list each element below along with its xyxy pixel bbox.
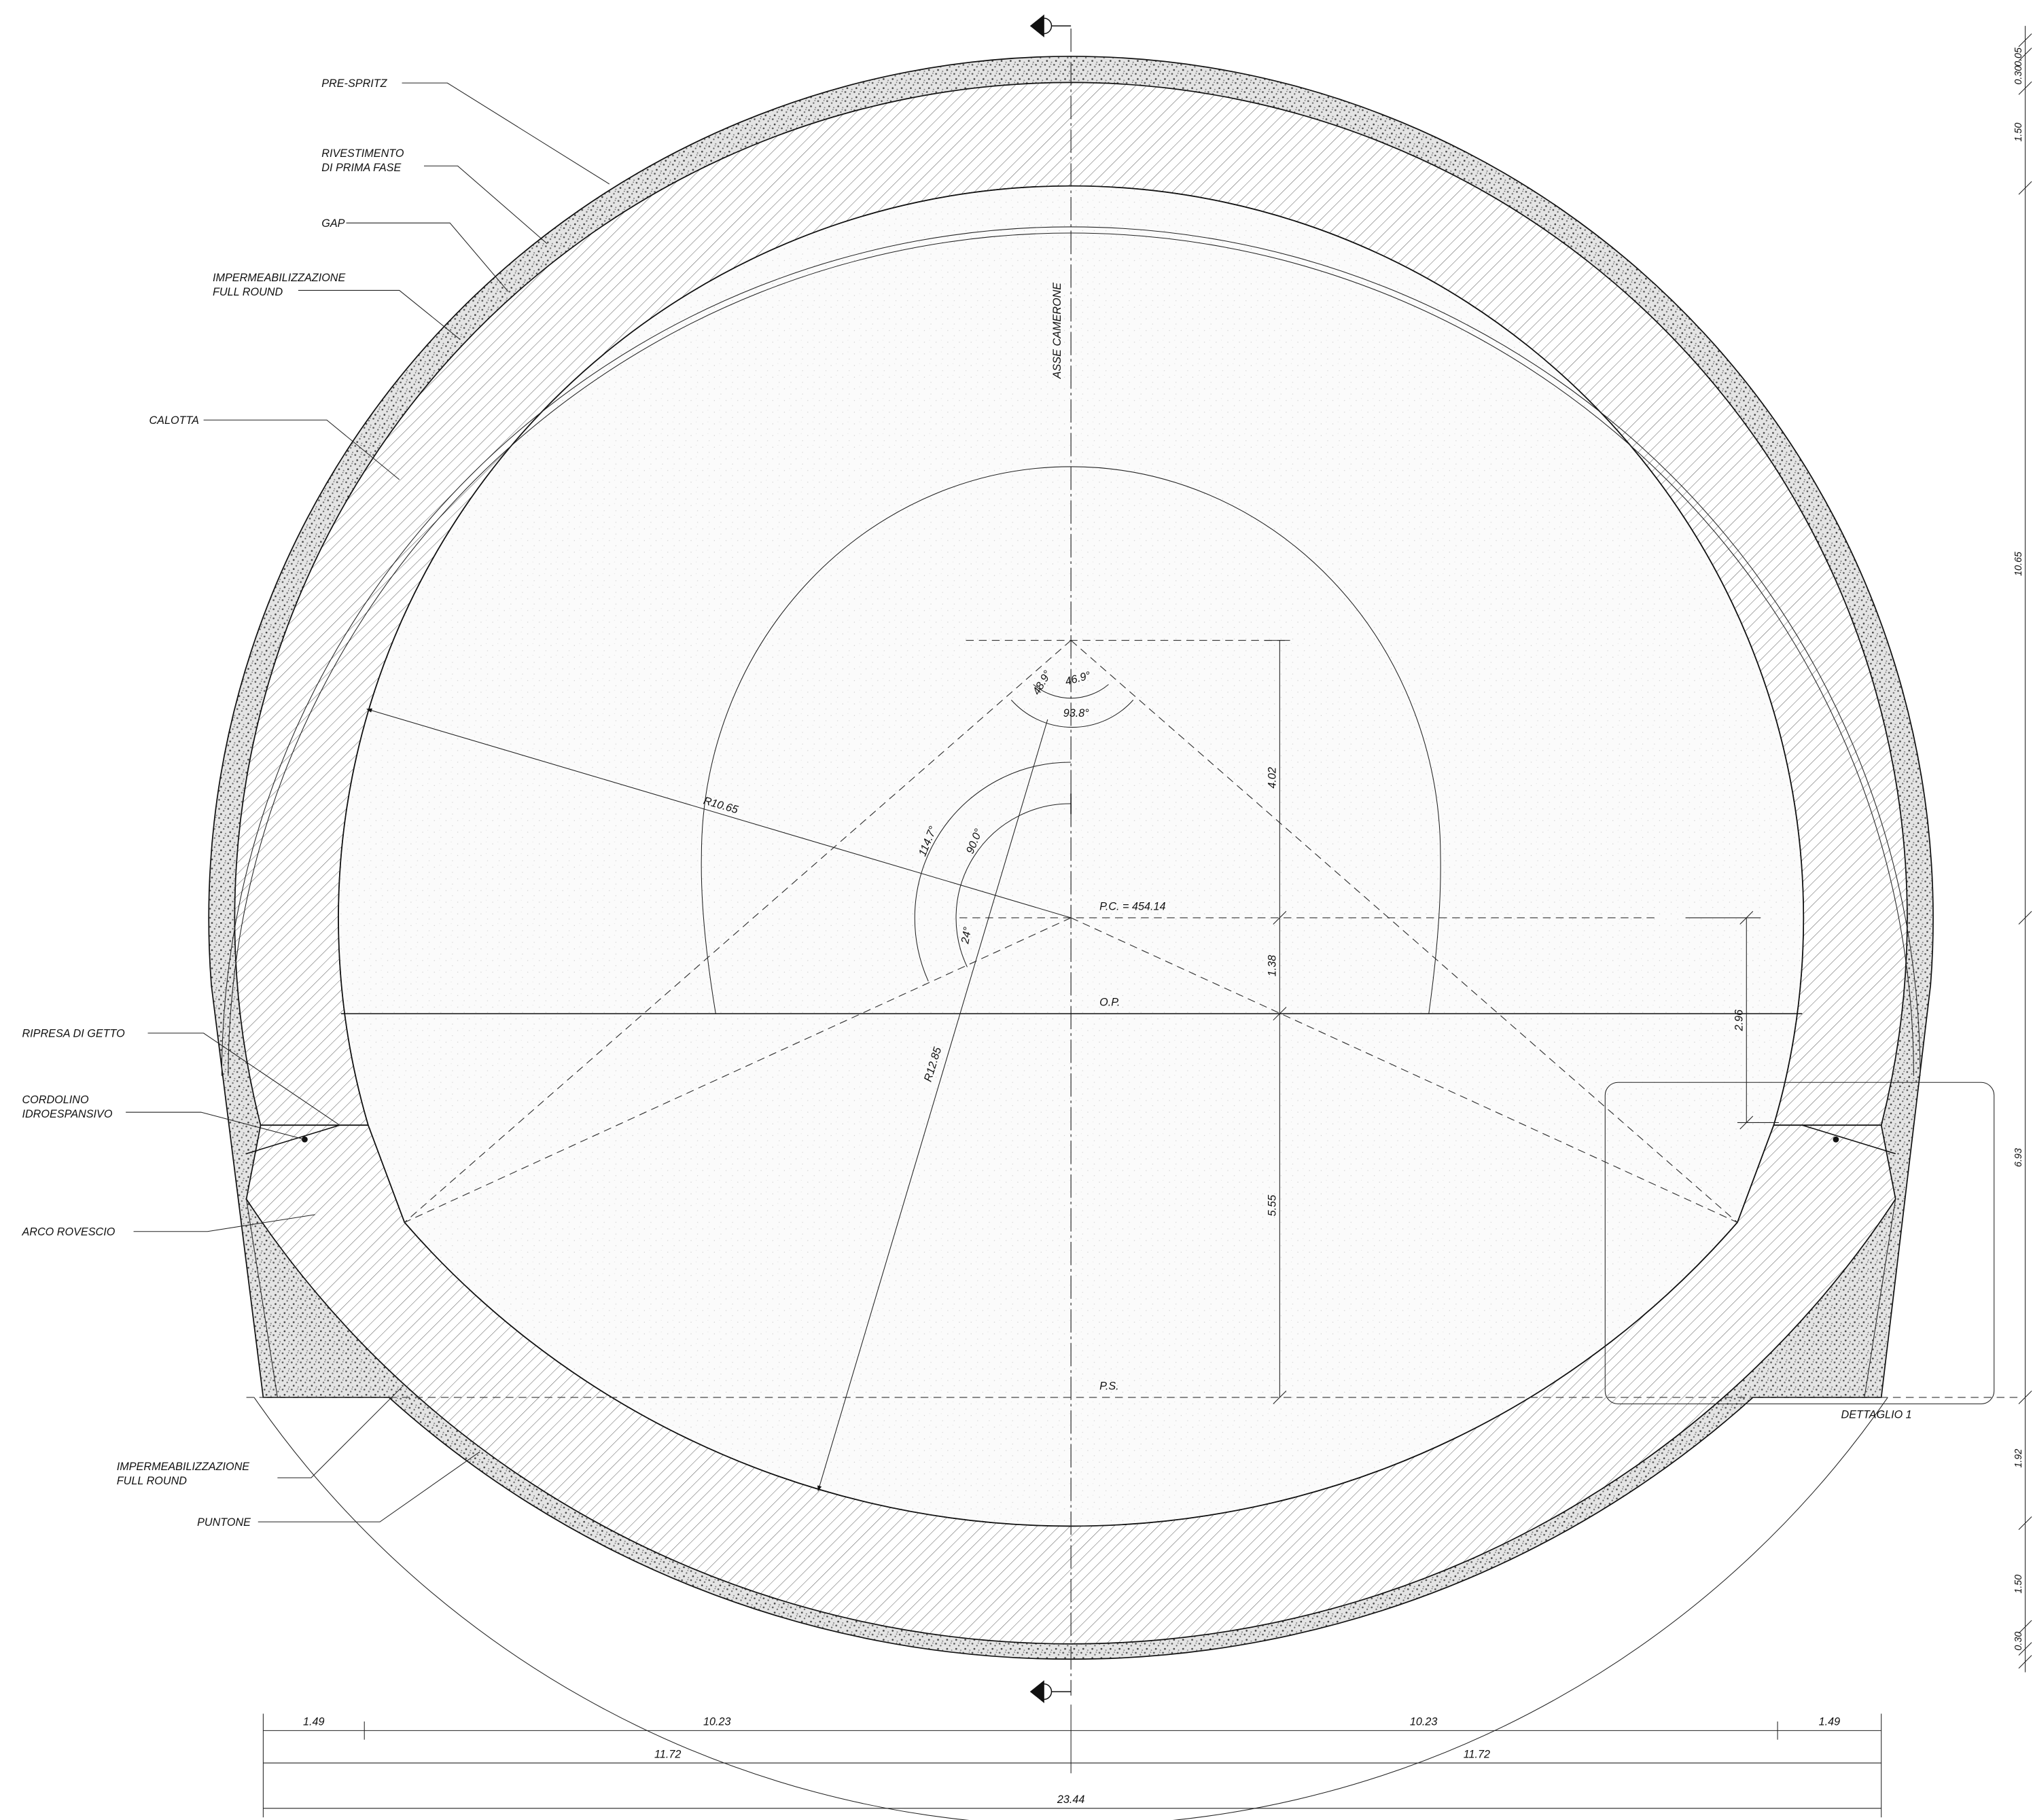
- dimension-label: 4.02: [1267, 767, 1279, 789]
- angle-label: 24°: [959, 926, 974, 946]
- radius-line: [366, 708, 1072, 918]
- dimension-label: 1.50: [2013, 123, 2024, 142]
- dimension-label: 1.49: [1819, 1716, 1841, 1728]
- dimension-line: [262, 1705, 1882, 1818]
- callout-label: CALOTTA: [149, 414, 199, 427]
- wall-line: [246, 1198, 1896, 1398]
- callout-label: PRE-SPRITZ: [321, 77, 387, 90]
- angle-arc: [1010, 684, 1134, 728]
- leader: [126, 82, 610, 1522]
- angle-label: 93.8°: [1063, 707, 1090, 719]
- dimension-label: 0.05: [2013, 48, 2024, 67]
- callout-label: RIPRESA DI GETTO: [22, 1027, 125, 1039]
- dimension-label: 10.23: [703, 1716, 731, 1728]
- callout-label: FULL ROUND: [213, 286, 283, 298]
- membrane-line: [253, 1397, 1888, 1820]
- dimension-label: 2.96: [1733, 1009, 1746, 1032]
- callout-label: FULL ROUND: [117, 1475, 188, 1487]
- dimension-label: 5.55: [1267, 1194, 1279, 1217]
- detail-box: [1604, 1082, 1995, 1405]
- dimension-label: 10.65: [2013, 552, 2024, 576]
- callout-label: IDROESPANSIVO: [22, 1108, 112, 1120]
- dimension-line: [1737, 911, 1779, 1130]
- dimension-label: 11.72: [654, 1748, 681, 1760]
- detail-label: DETTAGLIO 1: [1841, 1408, 1912, 1421]
- dimension-label: 1.49: [303, 1716, 325, 1728]
- dimension-label: 0.30: [2013, 66, 2024, 85]
- section-symbol: [1029, 14, 1072, 1703]
- dimension-label: 23.44: [1057, 1794, 1085, 1806]
- dimension-label: 11.72: [1464, 1748, 1490, 1760]
- level-label: P.C. = 454.14: [1099, 901, 1165, 913]
- cordolino: [1833, 1136, 1839, 1143]
- dimension-label: 0.30: [2013, 1632, 2024, 1651]
- callout-label: PUNTONE: [197, 1516, 251, 1529]
- callout-label: DI PRIMA FASE: [321, 162, 401, 174]
- callout-label: CORDOLINO: [22, 1094, 89, 1106]
- dimension-line: [2018, 26, 2032, 1673]
- dimension-label: 1.38: [1267, 955, 1279, 977]
- dimension-label: 10.23: [1410, 1716, 1438, 1728]
- radius-line: [817, 719, 1048, 1492]
- level-label: O.P.: [1099, 997, 1120, 1009]
- joint: [246, 1124, 1896, 1154]
- callout-label: GAP: [321, 217, 344, 230]
- dimension-label: 1.50: [2013, 1575, 2024, 1594]
- callout-label: ARCO ROVESCIO: [21, 1226, 115, 1238]
- axis-label: ASSE CAMERONE: [1051, 283, 1063, 380]
- callout-label: IMPERMEABILIZZAZIONE: [213, 272, 346, 284]
- callout-label: IMPERMEABILIZZAZIONE: [117, 1461, 250, 1473]
- callout-label: RIVESTIMENTO: [321, 147, 404, 160]
- construction-line: [404, 640, 1738, 1223]
- angle-arc: [914, 762, 1072, 982]
- dimension-label: 6.93: [2013, 1148, 2024, 1167]
- level-label: P.S.: [1099, 1380, 1119, 1393]
- dimension-line: [1264, 640, 1290, 1404]
- dimension-label: 1.92: [2013, 1449, 2024, 1468]
